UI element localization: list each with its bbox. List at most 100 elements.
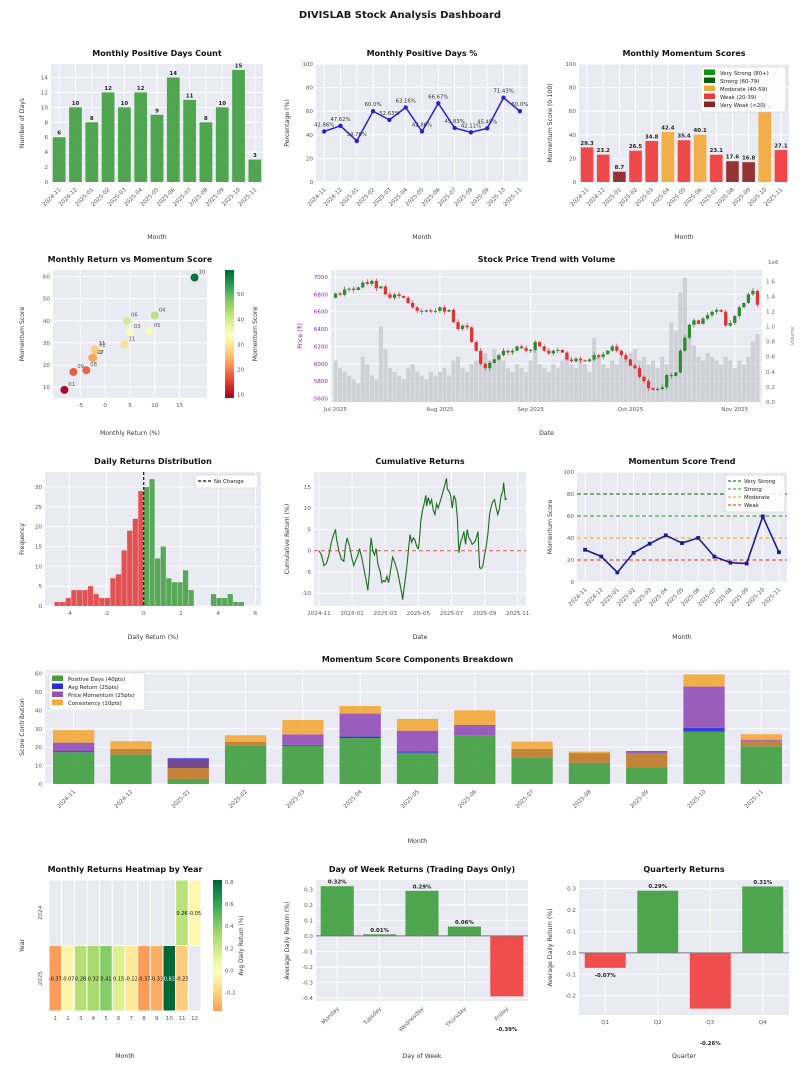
svg-text:Very Strong: Very Strong: [744, 479, 775, 485]
svg-text:11: 11: [99, 341, 106, 347]
svg-text:Month: Month: [408, 838, 427, 845]
svg-text:Date: Date: [413, 634, 428, 641]
svg-text:Moderate (40-59): Moderate (40-59): [720, 87, 767, 93]
svg-text:10: 10: [199, 270, 206, 276]
svg-text:02: 02: [99, 343, 106, 349]
svg-text:30: 30: [43, 341, 51, 347]
svg-text:11: 11: [178, 1016, 186, 1022]
svg-text:1: 1: [54, 1016, 58, 1022]
svg-text:Momentum Score (0-100): Momentum Score (0-100): [547, 83, 554, 162]
svg-text:0.01%: 0.01%: [370, 928, 389, 934]
svg-text:Q4: Q4: [759, 1020, 767, 1026]
svg-text:Momentum Score Trend: Momentum Score Trend: [628, 457, 735, 466]
svg-text:Friday: Friday: [494, 1006, 511, 1023]
svg-text:30: 30: [237, 342, 245, 348]
svg-text:60: 60: [35, 672, 43, 678]
svg-text:Jul 2025: Jul 2025: [323, 407, 347, 413]
svg-text:11: 11: [129, 336, 136, 342]
svg-text:2: 2: [66, 1016, 70, 1022]
svg-text:63.16%: 63.16%: [396, 98, 416, 104]
svg-text:3: 3: [79, 1016, 83, 1022]
svg-text:0.3: 0.3: [304, 887, 313, 893]
svg-text:Day of Week Returns (Trading D: Day of Week Returns (Trading Days Only): [329, 865, 515, 874]
svg-text:04: 04: [159, 307, 166, 313]
svg-text:6800: 6800: [314, 292, 329, 298]
svg-text:14: 14: [41, 75, 49, 81]
svg-text:29.3: 29.3: [580, 141, 594, 147]
svg-text:-10: -10: [302, 591, 312, 597]
svg-text:40: 40: [567, 536, 575, 542]
chart-momentum-score-trend: 0 20 40 60 80 100 2024-11 2024-12 2025-01 2025-02…: [543, 448, 797, 642]
svg-text:12: 12: [41, 90, 48, 96]
svg-text:2025-11: 2025-11: [502, 187, 523, 208]
svg-text:12: 12: [191, 1016, 198, 1022]
chart-cumulative-returns: -10 -5 0 5 10 15 2024-11 2025-01 2025-03 2025-05 2…: [280, 448, 536, 642]
svg-text:-0.1: -0.1: [565, 972, 576, 978]
svg-text:0.32: 0.32: [88, 976, 99, 982]
svg-text:Monthly Positive Days %: Monthly Positive Days %: [367, 49, 478, 58]
svg-text:60.0%: 60.0%: [511, 102, 528, 108]
svg-text:5: 5: [104, 1016, 108, 1022]
svg-text:6: 6: [44, 135, 48, 141]
svg-text:3: 3: [253, 153, 257, 159]
svg-text:Very Weak (<20): Very Weak (<20): [720, 103, 766, 109]
svg-text:10: 10: [41, 105, 49, 111]
svg-text:2025-08: 2025-08: [572, 789, 593, 810]
svg-text:Positive Days (40pts): Positive Days (40pts): [68, 677, 125, 683]
svg-text:Number of Days: Number of Days: [19, 98, 26, 148]
svg-text:40: 40: [43, 319, 51, 325]
svg-text:40.1: 40.1: [693, 128, 707, 134]
svg-text:8: 8: [204, 116, 208, 122]
svg-text:0.8: 0.8: [225, 880, 234, 886]
svg-text:-0.2: -0.2: [565, 994, 576, 1000]
chart-monthly-positive-days-count: 0 2 4 6 8 10 12 14 2024-11 2024-12 2025-01 2025-02 2…: [15, 40, 271, 242]
page-title: DIVISLAB Stock Analysis Dashboard: [298, 10, 502, 21]
svg-text:Quarterly Returns: Quarterly Returns: [643, 865, 725, 874]
svg-text:0.4: 0.4: [225, 924, 234, 930]
svg-text:2025: 2025: [38, 971, 44, 986]
svg-text:09: 09: [77, 364, 84, 370]
svg-text:0.82: 0.82: [164, 976, 175, 982]
svg-text:12: 12: [137, 86, 145, 92]
chart-momentum-components-breakdown: 0 10 20 30 40 50 60 2024-11 2024-12 2025-01 2025-0…: [15, 650, 798, 846]
svg-text:10: 10: [121, 101, 129, 107]
svg-text:2025-09: 2025-09: [629, 789, 650, 810]
svg-text:0: 0: [142, 611, 146, 617]
svg-text:Year: Year: [19, 939, 26, 954]
svg-text:2: 2: [179, 611, 183, 617]
svg-text:9: 9: [155, 108, 159, 114]
svg-text:60: 60: [306, 109, 314, 115]
svg-text:0.2: 0.2: [567, 908, 576, 914]
svg-text:20: 20: [35, 745, 43, 751]
svg-text:5: 5: [128, 403, 132, 409]
svg-text:11: 11: [186, 93, 194, 99]
svg-text:Very Strong (80+): Very Strong (80+): [720, 71, 769, 77]
svg-text:8: 8: [90, 116, 94, 122]
svg-text:Momentum Score: Momentum Score: [19, 307, 26, 362]
svg-text:60: 60: [43, 275, 51, 281]
svg-text:0: 0: [38, 782, 42, 788]
svg-text:100: 100: [563, 470, 574, 476]
svg-text:Month: Month: [412, 234, 431, 241]
svg-text:16.8: 16.8: [742, 156, 756, 162]
svg-text:Q2: Q2: [654, 1020, 662, 1026]
svg-text:Consistency (10pts): Consistency (10pts): [68, 701, 122, 707]
svg-text:60.0%: 60.0%: [365, 102, 382, 108]
svg-text:0: 0: [307, 549, 311, 555]
svg-text:6: 6: [57, 131, 61, 137]
svg-text:20: 20: [306, 156, 314, 162]
svg-text:35.4: 35.4: [677, 134, 691, 140]
svg-text:50: 50: [43, 297, 51, 303]
svg-text:60: 60: [567, 514, 575, 520]
svg-text:0.29%: 0.29%: [413, 884, 432, 890]
svg-text:06: 06: [131, 313, 138, 319]
svg-text:40: 40: [306, 133, 314, 139]
svg-text:05: 05: [154, 323, 161, 329]
svg-text:80: 80: [306, 86, 314, 92]
svg-text:1e6: 1e6: [768, 260, 779, 266]
svg-text:45.45%: 45.45%: [477, 119, 497, 125]
chart-daily-returns-distribution: 0 5 10 15 20 25 30 -4 -2 0 2 4 6 Daily Returns Distri…: [15, 448, 271, 642]
svg-text:-0.37: -0.37: [49, 976, 62, 982]
svg-text:Month: Month: [115, 1053, 134, 1060]
